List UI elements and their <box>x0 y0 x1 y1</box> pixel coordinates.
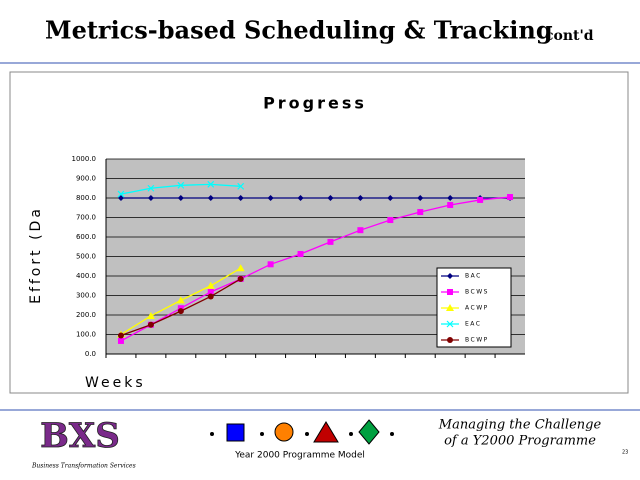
marker <box>117 332 124 339</box>
marker <box>207 293 214 300</box>
marker <box>147 321 154 328</box>
logo: BXS <box>40 416 120 456</box>
marker <box>237 182 245 190</box>
x-axis-label: Weeks <box>85 375 146 391</box>
marker <box>417 195 424 201</box>
y-tick-label: 200.0 <box>76 311 96 319</box>
y-tick-label: 100.0 <box>76 331 96 339</box>
y-tick-label: 600.0 <box>76 233 96 241</box>
legend-label: ACWP <box>465 305 489 312</box>
marker <box>477 196 484 203</box>
marker <box>177 181 185 189</box>
model-icons <box>210 419 394 445</box>
marker <box>327 238 334 245</box>
legend-box <box>436 267 512 348</box>
marker <box>327 195 334 201</box>
marker <box>267 261 274 268</box>
y-tick-label: 500.0 <box>76 253 96 261</box>
legend-label: BCWP <box>465 337 489 344</box>
y-tick-label: 300.0 <box>76 292 96 300</box>
footer-right-2: of a Y2000 Programme <box>444 434 596 449</box>
marker <box>297 195 304 201</box>
marker <box>417 209 424 216</box>
y-tick-label: 800.0 <box>76 194 96 202</box>
marker <box>447 337 453 343</box>
slide-title: Metrics-based Scheduling & Tracking <box>45 16 553 45</box>
marker <box>446 320 454 328</box>
slide-title-suffix: cont'd <box>545 28 594 44</box>
marker <box>297 250 304 257</box>
marker <box>147 195 154 201</box>
marker <box>207 180 215 188</box>
marker <box>207 288 214 295</box>
marker <box>387 195 394 201</box>
marker <box>117 195 124 201</box>
marker <box>207 195 214 201</box>
series-line <box>120 196 511 342</box>
logo-caption: Business Transformation Services <box>31 463 136 470</box>
y-tick-label: 900.0 <box>76 175 96 183</box>
y-tick-label: 1000.0 <box>72 155 97 163</box>
marker <box>177 195 184 201</box>
marker <box>446 304 454 311</box>
page-number: 23 <box>622 450 628 456</box>
marker <box>447 289 453 295</box>
y-tick-label: 0.0 <box>85 350 96 358</box>
marker <box>117 190 125 198</box>
marker <box>357 227 364 234</box>
marker <box>267 195 274 201</box>
legend-label: EAC <box>465 321 481 328</box>
y-axis-label: Effort (Da <box>28 206 44 304</box>
marker <box>447 202 454 209</box>
legend-label: BCWS <box>465 289 489 296</box>
marker <box>206 281 215 289</box>
footer-right-1: Managing the Challenge <box>438 418 602 433</box>
marker <box>237 195 244 201</box>
marker <box>147 184 155 192</box>
marker <box>117 337 124 344</box>
chart-title: Progress <box>263 94 367 113</box>
marker <box>176 296 185 304</box>
marker <box>387 217 394 224</box>
marker <box>146 311 155 319</box>
marker <box>447 195 454 201</box>
marker <box>237 275 244 282</box>
y-tick-label: 700.0 <box>76 214 96 222</box>
marker <box>447 273 453 279</box>
plot: 0.0 100.0 200.0 300.0 400.0 500.0 600.0 700.0 80… <box>72 155 525 358</box>
y-tick-label: 400.0 <box>76 272 96 280</box>
marker <box>236 264 245 272</box>
legend-label: BAC <box>465 273 482 280</box>
marker <box>507 194 514 201</box>
marker <box>357 195 364 201</box>
marker <box>177 308 184 315</box>
footer-model: Year 2000 Programme Model <box>234 451 365 461</box>
